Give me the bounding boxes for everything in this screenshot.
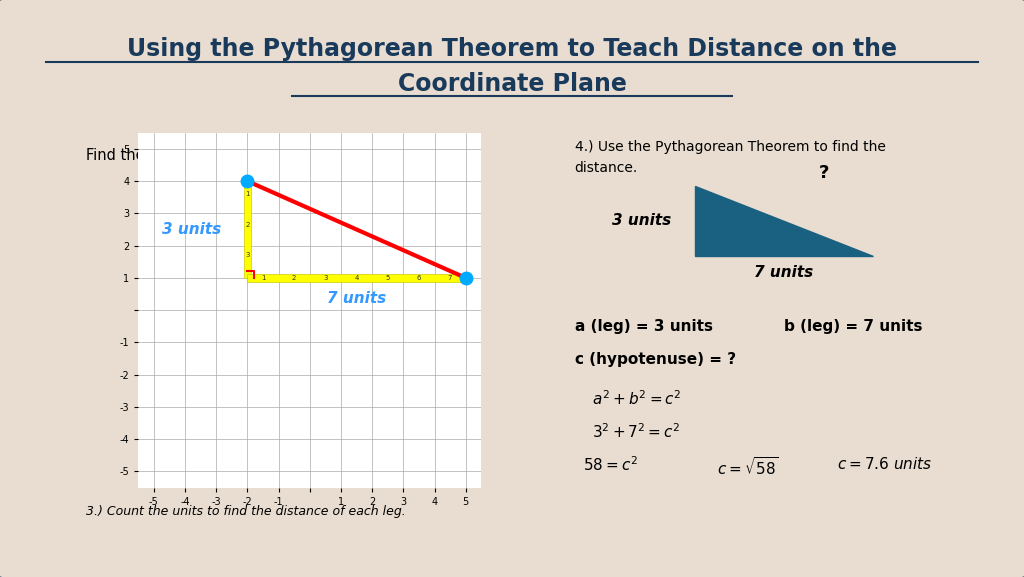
Text: 3.) Count the units to find the distance of each leg.: 3.) Count the units to find the distance… bbox=[86, 505, 406, 518]
Text: .: . bbox=[431, 148, 436, 163]
Text: 7: 7 bbox=[447, 275, 453, 281]
Text: 1: 1 bbox=[245, 191, 250, 197]
Text: Find the distance between: Find the distance between bbox=[86, 148, 284, 163]
Text: Using the Pythagorean Theorem to Teach Distance on the: Using the Pythagorean Theorem to Teach D… bbox=[127, 37, 897, 61]
Text: $a^2 + b^2 = c^2$: $a^2 + b^2 = c^2$ bbox=[592, 389, 682, 408]
Text: ?: ? bbox=[819, 164, 829, 182]
Text: (−2, 4): (−2, 4) bbox=[306, 148, 362, 163]
Text: 2: 2 bbox=[292, 275, 296, 281]
Text: $58 = c^2$: $58 = c^2$ bbox=[584, 456, 638, 474]
Text: $c = 7.6\ \mathit{units}$: $c = 7.6\ \mathit{units}$ bbox=[838, 456, 933, 471]
Text: 4.) Use the Pythagorean Theorem to find the: 4.) Use the Pythagorean Theorem to find … bbox=[574, 140, 886, 154]
Text: b (leg) = 7 units: b (leg) = 7 units bbox=[784, 319, 923, 334]
Text: Coordinate Plane: Coordinate Plane bbox=[397, 72, 627, 96]
Text: 5: 5 bbox=[386, 275, 390, 281]
Text: a (leg) = 3 units: a (leg) = 3 units bbox=[574, 319, 713, 334]
Text: distance.: distance. bbox=[574, 160, 638, 175]
Bar bbox=[248, 274, 466, 282]
Text: 7 units: 7 units bbox=[755, 265, 813, 280]
Text: $c = \sqrt{58}$: $c = \sqrt{58}$ bbox=[717, 456, 779, 478]
Text: 3: 3 bbox=[324, 275, 328, 281]
Text: 3 units: 3 units bbox=[162, 222, 221, 237]
Text: $3^2 + 7^2 = c^2$: $3^2 + 7^2 = c^2$ bbox=[592, 422, 681, 441]
Text: 4: 4 bbox=[354, 275, 358, 281]
Text: 1: 1 bbox=[261, 275, 265, 281]
Polygon shape bbox=[695, 186, 873, 256]
Text: and: and bbox=[359, 148, 396, 163]
Text: 2: 2 bbox=[245, 222, 250, 228]
Text: 3: 3 bbox=[245, 252, 250, 258]
Text: 7 units: 7 units bbox=[327, 291, 386, 306]
Text: 3 units: 3 units bbox=[611, 213, 671, 228]
Text: 6: 6 bbox=[417, 275, 421, 281]
Text: (5, 1): (5, 1) bbox=[391, 148, 435, 163]
Text: c (hypotenuse) = ?: c (hypotenuse) = ? bbox=[574, 352, 735, 367]
Bar bbox=[244, 181, 251, 278]
